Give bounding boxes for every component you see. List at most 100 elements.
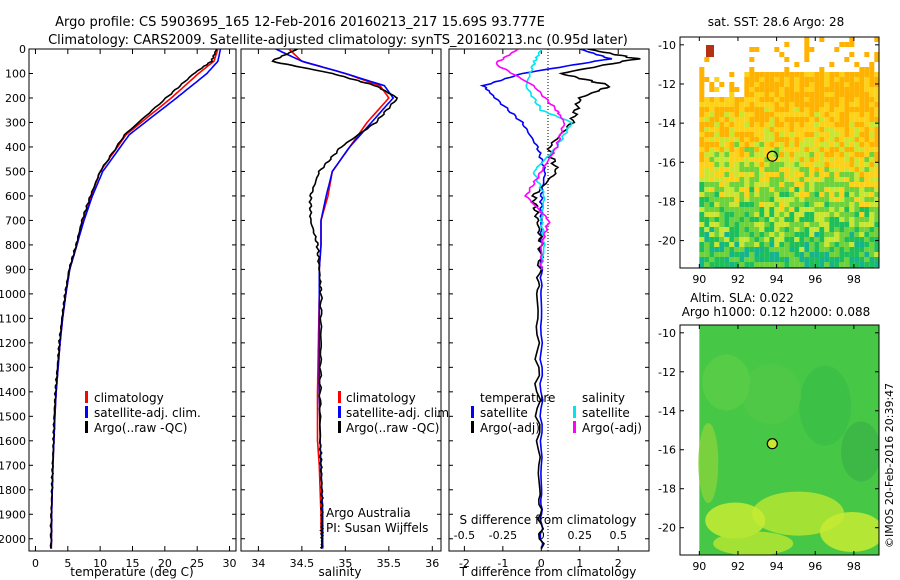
sst-cell [734, 252, 740, 257]
legend-swatch-sal-argo [573, 421, 576, 433]
depth-axis: 0100200300400500600700800900100011001200… [0, 43, 236, 546]
sst-cell [724, 147, 730, 152]
sst-cell [729, 262, 735, 267]
sst-cell [819, 97, 825, 102]
x-tick-label: 34 [251, 557, 265, 570]
sst-cell [869, 97, 875, 102]
sst-cell [824, 257, 830, 262]
lat-tick-label: -20 [658, 235, 676, 248]
sst-cell [759, 122, 765, 127]
sst-cell [764, 172, 770, 177]
sst-cell [849, 92, 855, 97]
x-tick-label: 35 [338, 557, 352, 570]
sst-cell [804, 72, 810, 77]
sst-cell [729, 97, 735, 102]
sst-cell [729, 197, 735, 202]
sst-cell [809, 157, 815, 162]
sst-cell [779, 122, 785, 127]
sst-cell [864, 197, 870, 202]
legend-swatch-climatology [85, 391, 88, 403]
sst-cell [764, 102, 770, 107]
sst-cell [844, 202, 850, 207]
sst-cell [709, 232, 715, 237]
sst-cell [814, 122, 820, 127]
sst-cell [774, 162, 780, 167]
sst-cell [789, 182, 795, 187]
sst-cell [844, 92, 850, 97]
sst-cell [774, 182, 780, 187]
sst-cell [714, 157, 720, 162]
sst-cell [724, 262, 730, 267]
x-tick-label: -2 [459, 557, 470, 570]
sst-cell [874, 117, 879, 122]
sst-cell [859, 257, 865, 262]
sst-cell [864, 232, 870, 237]
sst-cell [774, 172, 780, 177]
lat-tick-label: -10 [658, 39, 676, 52]
sst-cell [794, 77, 800, 82]
sst-cell [714, 262, 720, 267]
sst-cell [839, 77, 845, 82]
sst-cell [779, 187, 785, 192]
sst-cell [769, 207, 775, 212]
x-tick-label: 0 [538, 557, 545, 570]
sst-cell [799, 132, 805, 137]
sst-cell [799, 252, 805, 257]
sst-cell [704, 192, 710, 197]
salinity-lines [271, 49, 399, 550]
sst-cell [784, 67, 790, 72]
sst-cell [759, 112, 765, 117]
sst-cell [799, 262, 805, 267]
sst-cell [714, 167, 720, 172]
sst-cell [779, 157, 785, 162]
sst-cell [744, 222, 750, 227]
legend-swatch-argo [338, 421, 341, 433]
sst-cell [819, 127, 825, 132]
sst-cell [834, 227, 840, 232]
sst-cell [794, 207, 800, 212]
sst-cell [714, 202, 720, 207]
sst-cell [714, 177, 720, 182]
sst-cell [849, 87, 855, 92]
sst-cell [809, 122, 815, 127]
sst-cell [744, 82, 750, 87]
sst-cell [819, 122, 825, 127]
salinity-panel: 34 34.5 35 35.5 36 salinity climatology sate… [240, 48, 453, 579]
sst-cell [729, 137, 735, 142]
sst-cell [864, 172, 870, 177]
sst-cell [704, 242, 710, 247]
sst-cell [834, 157, 840, 162]
sst-cell [854, 262, 860, 267]
legend-title-salinity: salinity [582, 391, 625, 405]
sst-cell [719, 172, 725, 177]
sst-cell [744, 132, 750, 137]
sst-cell [764, 82, 770, 87]
sst-cell [724, 102, 730, 107]
sst-cell [699, 152, 705, 157]
sst-cell [829, 222, 835, 227]
sst-cell [859, 247, 865, 252]
sst-cell [729, 212, 735, 217]
sst-cell [814, 192, 820, 197]
sst-cell [709, 147, 715, 152]
sst-cell [834, 107, 840, 112]
sst-cell [819, 147, 825, 152]
sst-cell [809, 242, 815, 247]
sst-cell [774, 177, 780, 182]
x-tick-label: 1 [576, 557, 583, 570]
sst-cell [829, 97, 835, 102]
sst-cell [729, 92, 735, 97]
sst-cell [769, 77, 775, 82]
sst-cell [724, 177, 730, 182]
sst-cell [864, 72, 870, 77]
sst-cell [704, 132, 710, 137]
lat-tick-label: -12 [658, 78, 676, 91]
sst-cell [759, 102, 765, 107]
sst-cell [724, 197, 730, 202]
sst-cell [789, 162, 795, 167]
sst-cell [789, 197, 795, 202]
sst-cell [794, 107, 800, 112]
sst-cell [849, 102, 855, 107]
sst-cell [874, 162, 879, 167]
sst-cell [724, 247, 730, 252]
